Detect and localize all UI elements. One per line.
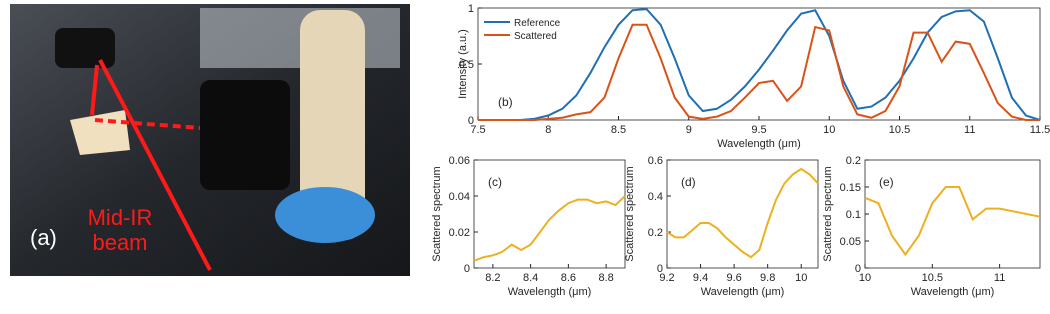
y-tick-label: 0 [468,115,474,127]
y-tick-label: 0.06 [449,155,470,167]
x-tick-label: 9.4 [693,272,708,284]
photo-beam [94,118,201,130]
plot-area [477,7,1041,121]
beam-annotation: Mid-IR beam [87,205,153,255]
panel-label: (d) [681,175,696,189]
y-tick-label: 0.2 [846,155,861,167]
y-tick-label: 0.15 [840,182,861,194]
data-line [478,23,1040,121]
y-tick-label: 0.04 [449,191,470,203]
photo-mirror [55,28,115,68]
x-tick-label: 10.5 [889,124,910,136]
plot-area [666,159,819,269]
y-tick-label: 0 [657,263,663,275]
y-axis-label: Scattered spectrum [822,166,834,261]
x-tick-label: 8 [545,124,551,136]
x-axis-label: Wavelength (μm) [911,286,995,298]
panel-label: (e) [879,175,894,189]
y-axis-label: Scattered spectrum [431,166,443,261]
x-tick-label: 11 [994,272,1005,284]
x-tick-label: 8.6 [561,272,576,284]
y-tick-label: 1 [468,3,474,15]
y-tick-label: 0 [855,263,861,275]
data-line [473,195,626,262]
y-tick-label: 0.02 [449,227,470,239]
x-tick-label: 8.2 [485,272,500,284]
x-tick-label: 10 [823,124,835,136]
y-tick-label: 0.5 [459,59,474,71]
photo-beam [98,59,212,271]
y-tick-label: 0.6 [648,155,663,167]
x-tick-label: 11.5 [1030,124,1050,136]
plot-area [864,159,1041,269]
photo-cylinder [300,10,365,240]
plot-area [473,159,626,269]
legend-label: Scattered [514,31,557,42]
x-tick-label: 7.5 [470,124,485,136]
x-tick-label: 8.5 [611,124,626,136]
panel-label: (c) [488,175,502,189]
photo-base [275,187,375,243]
x-tick-label: 8.4 [523,272,538,284]
y-tick-label: 0.05 [840,236,861,248]
y-tick-label: 0.2 [648,227,663,239]
photo-beam [90,64,99,116]
x-tick-label: 11 [964,124,975,136]
y-tick-label: 0.1 [846,209,861,221]
x-tick-label: 9.8 [760,272,775,284]
panel-label: (b) [498,95,513,109]
data-line [478,8,1041,121]
y-tick-label: 0 [464,263,470,275]
x-tick-label: 9 [686,124,692,136]
x-axis-label: Wavelength (μm) [717,138,801,150]
x-tick-label: 10 [795,272,807,284]
y-axis-label: Intensity (a.u.) [457,29,469,99]
x-axis-label: Wavelength (μm) [508,286,592,298]
x-tick-label: 8.8 [598,272,613,284]
legend-label: Reference [514,18,561,29]
x-tick-label: 10.5 [922,272,943,284]
photo-mount [200,80,290,190]
x-tick-label: 9.5 [751,124,766,136]
data-line [864,186,1041,257]
panel-label: (a) [30,225,57,250]
x-tick-label: 10 [859,272,871,284]
x-tick-label: 9.6 [726,272,741,284]
data-line [666,167,819,259]
y-axis-label: Scattered spectrum [624,166,636,261]
y-tick-label: 0.4 [648,191,663,203]
photo: (a) [10,4,410,276]
x-axis-label: Wavelength (μm) [701,286,785,298]
x-tick-label: 9.2 [659,272,674,284]
